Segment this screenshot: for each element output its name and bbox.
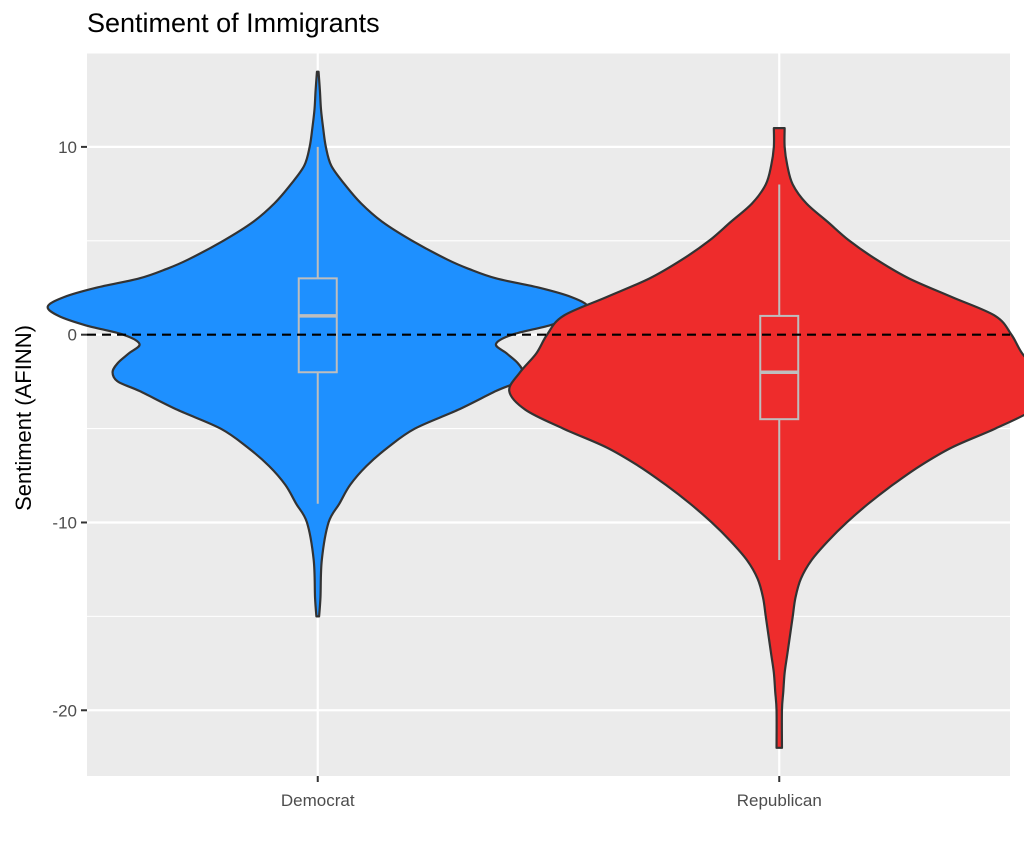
x-tick-label-republican: Republican	[737, 791, 822, 810]
violin-republican	[508, 127, 1024, 749]
chart-title: Sentiment of Immigrants	[87, 8, 380, 38]
y-tick-label: 0	[68, 326, 77, 345]
boxplot-box	[759, 314, 800, 421]
y-tick-label: -10	[52, 513, 77, 532]
y-tick-label: -20	[52, 701, 77, 720]
boxplot-box	[297, 277, 338, 374]
x-tick-label-democrat: Democrat	[281, 791, 355, 810]
y-tick-label: 10	[58, 138, 77, 157]
